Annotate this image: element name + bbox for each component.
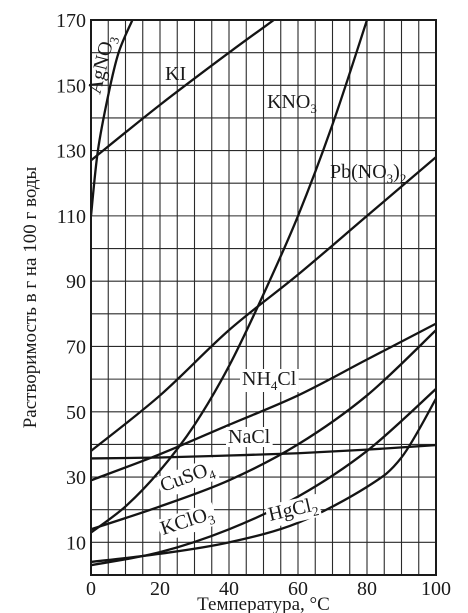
label-main: HgCl (266, 495, 314, 526)
label-background (156, 502, 219, 543)
label-subscript: 3 (387, 171, 394, 186)
label-background (264, 493, 323, 529)
label-background (240, 369, 299, 392)
label-main: NaCl (228, 426, 271, 448)
label-text-nh4cl: NH4Cl (242, 368, 297, 393)
x-tick-label: 60 (288, 578, 308, 600)
y-tick-label: 50 (66, 402, 86, 424)
series-pb-no3-2 (91, 156, 436, 452)
series-nacl (91, 443, 436, 460)
plot-frame (90, 19, 437, 576)
y-tick-label: 30 (66, 467, 86, 489)
label-pb-no3-2: Pb(NO3)2 (330, 161, 406, 186)
label-main: KNO (267, 91, 310, 113)
label-subscript-2: 2 (400, 171, 407, 186)
label-subscript: 3 (106, 35, 122, 45)
tick-labels: 0 20 40 60 80 100 10 30 50 70 90 110 130 150 170 (56, 10, 451, 600)
label-background (155, 457, 220, 500)
label-kno3: KNO3 (267, 91, 317, 116)
y-tick-label: 110 (57, 206, 86, 228)
label-text-nacl: NaCl (228, 426, 271, 448)
curves (91, 20, 436, 567)
x-tick-label: 0 (86, 578, 96, 600)
label-main: KI (165, 63, 186, 85)
x-tick-label: 100 (421, 578, 451, 600)
y-tick-label: 70 (66, 336, 86, 358)
x-tick-label: 80 (357, 578, 377, 600)
label-subscript: 3 (206, 512, 217, 528)
label-nacl: NaCl (226, 426, 273, 448)
label-nh4cl: NH4Cl (240, 368, 299, 393)
y-tick-label: 130 (56, 141, 86, 163)
series-hgcl2 (91, 398, 436, 564)
y-tick-label: 150 (56, 75, 86, 97)
y-tick-label: 90 (66, 271, 86, 293)
label-main: Pb(NO (330, 161, 387, 183)
label-ki: KI (165, 63, 186, 85)
label-text-agno3: AgNO3 (84, 33, 123, 97)
label-subscript: 2 (311, 503, 321, 519)
x-tick-label: 20 (150, 578, 170, 600)
y-tick-label: 170 (56, 10, 86, 32)
label-main: NH (242, 368, 271, 390)
label-tail: Cl (277, 368, 296, 390)
label-text-kno3: KNO3 (267, 91, 317, 116)
label-text-pb-no3-2: Pb(NO3)2 (330, 161, 406, 186)
label-background (226, 427, 273, 447)
label-agno3: AgNO3 (84, 33, 123, 97)
label-subscript: 3 (310, 101, 317, 116)
label-subscript: 4 (207, 466, 219, 482)
x-axis-label: Температура, °C (197, 594, 330, 613)
series-agno3 (91, 20, 134, 217)
label-main: AgNO (84, 39, 118, 96)
x-tick-label: 40 (219, 578, 239, 600)
label-tail: ) (393, 161, 400, 183)
series-kno3 (91, 20, 369, 534)
label-text-ki: KI (165, 63, 186, 85)
series-ki (91, 20, 275, 162)
grid (91, 20, 436, 575)
y-axis-label: Растворимость в г на 100 г воды (20, 167, 41, 429)
label-subscript: 4 (271, 378, 278, 393)
series-cuso4 (91, 329, 436, 531)
y-tick-label: 10 (66, 532, 86, 554)
